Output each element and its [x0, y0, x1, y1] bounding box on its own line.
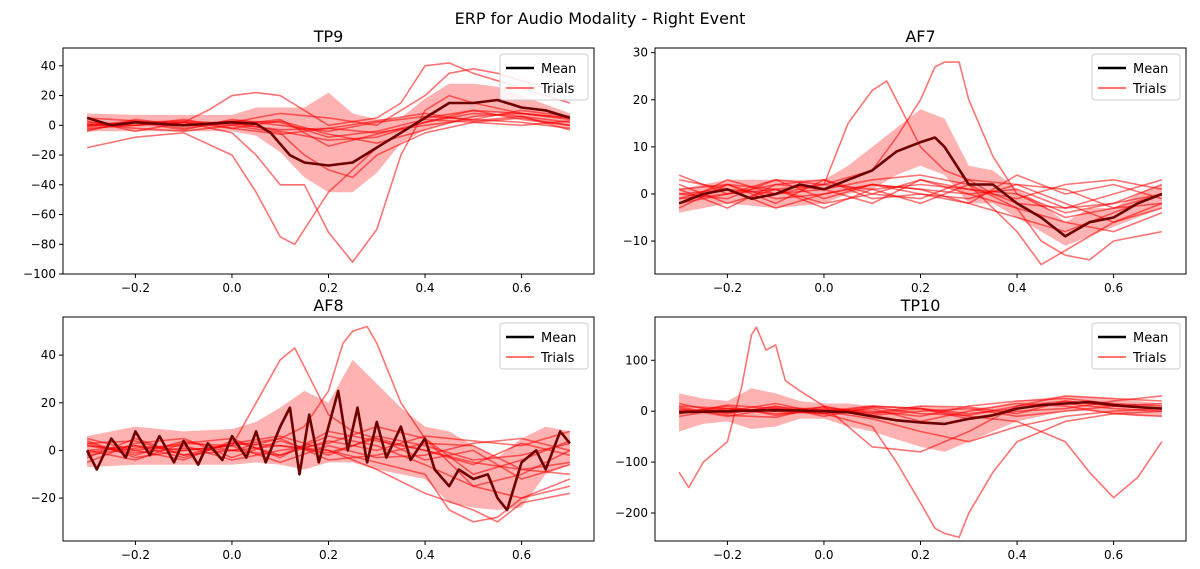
y-tick-label: −40	[31, 178, 56, 192]
x-tick-label: 0.4	[415, 548, 434, 562]
x-tick-label: 0.6	[512, 281, 531, 295]
trial-line-9	[86, 425, 571, 476]
panel-tp10: −0.2 0.0 0.2 0.4 0.6 −200 −100 0 100 TP10 Mean Tria…	[615, 296, 1187, 562]
y-tick-label: 10	[633, 140, 648, 154]
legend-trials-label: Trials	[540, 351, 575, 366]
y-tick-label: −20	[31, 148, 56, 162]
x-tick-label: 0.6	[512, 548, 531, 562]
figure-title: ERP for Audio Modality - Right Event	[455, 9, 746, 28]
subplot-title: TP10	[900, 296, 941, 315]
mean-line	[85, 389, 571, 512]
x-tick-label: 0.0	[222, 548, 241, 562]
y-tick-label: −100	[23, 267, 56, 281]
ci-band	[87, 83, 570, 193]
legend: Mean Trials	[1091, 53, 1181, 101]
ci-band	[87, 359, 570, 510]
y-tick-label: −60	[31, 208, 56, 222]
panel-af8: −0.2 0.0 0.2 0.4 0.6 −20 0 20 40 AF8 Mean Trials	[31, 296, 595, 562]
legend-trials-label: Trials	[1132, 351, 1167, 366]
x-tick-label: 0.2	[319, 548, 338, 562]
trial-line-7	[678, 179, 1163, 209]
plot-area	[678, 326, 1163, 539]
y-tick-label: −100	[615, 455, 648, 469]
y-tick-label: 20	[41, 89, 56, 103]
legend-trials-label: Trials	[1132, 82, 1167, 97]
trial-line-4	[679, 174, 1163, 266]
x-tick-label: 0.4	[1007, 281, 1026, 295]
subplot-title: TP9	[313, 27, 344, 46]
panel-tp9: −0.2 0.0 0.2 0.4 0.6 −100 −80 −60 −40 −20 0 20 40 TP9…	[23, 27, 595, 295]
y-tick-label: −200	[615, 506, 648, 520]
plot-area	[85, 325, 571, 523]
x-tick-label: 0.2	[911, 548, 930, 562]
y-tick-label: 30	[633, 46, 648, 60]
mean-line	[678, 136, 1163, 238]
legend: Mean Trials	[499, 322, 589, 370]
trial-line-11	[86, 437, 571, 480]
legend-trials-label: Trials	[540, 82, 575, 97]
y-tick-label: 0	[640, 187, 648, 201]
x-tick-label: 0.4	[1007, 548, 1026, 562]
y-tick-label: −80	[31, 237, 56, 251]
plot-area	[678, 61, 1163, 266]
x-tick-label: 0.2	[319, 281, 338, 295]
x-tick-label: 0.0	[814, 548, 833, 562]
legend-mean-label: Mean	[541, 331, 576, 346]
ci-band	[679, 388, 1162, 452]
trial-line-9	[679, 179, 1163, 233]
trial-line-10	[678, 174, 1163, 209]
legend: Mean Trials	[1091, 322, 1181, 370]
y-tick-label: −20	[31, 491, 56, 505]
x-tick-label: 0.2	[911, 281, 930, 295]
trial-line-9	[678, 405, 1162, 419]
x-tick-label: −0.2	[121, 548, 150, 562]
x-tick-label: −0.2	[121, 281, 150, 295]
y-tick-label: 0	[48, 118, 56, 132]
y-tick-label: 0	[48, 443, 56, 457]
trial-line-8	[86, 115, 570, 133]
x-tick-label: 0.0	[814, 281, 833, 295]
trial-line-5	[678, 397, 1162, 418]
trial-line-5	[86, 435, 571, 488]
x-tick-label: 0.6	[1104, 281, 1123, 295]
plot-area	[86, 62, 571, 263]
trial-line-12	[87, 112, 571, 131]
y-tick-label: −10	[623, 234, 648, 248]
trial-line-12	[678, 179, 1163, 209]
legend-mean-label: Mean	[1133, 62, 1168, 77]
y-tick-label: 20	[41, 396, 56, 410]
trial-line-11	[87, 109, 570, 147]
mean-line	[86, 98, 571, 167]
mean-line	[679, 400, 1162, 426]
trial-line-3	[679, 405, 1163, 499]
x-tick-label: −0.2	[713, 281, 742, 295]
legend-mean-label: Mean	[1133, 331, 1168, 346]
subplot-title: AF8	[313, 296, 343, 315]
panel-af7: −0.2 0.0 0.2 0.4 0.6 −10 0 10 20 30 AF7 Mean Trials	[623, 27, 1187, 295]
trial-line-10	[678, 402, 1162, 415]
x-tick-label: 0.0	[222, 281, 241, 295]
subplot-title: AF7	[905, 27, 935, 46]
y-tick-label: 20	[633, 93, 648, 107]
x-tick-label: 0.4	[415, 281, 434, 295]
y-tick-label: 40	[41, 348, 56, 362]
ci-band	[679, 109, 1162, 246]
x-tick-label: 0.6	[1104, 548, 1123, 562]
trial-line-11	[678, 179, 1163, 214]
legend: Mean Trials	[499, 53, 589, 101]
y-tick-label: 0	[640, 404, 648, 418]
y-tick-label: 100	[625, 353, 648, 367]
legend-mean-label: Mean	[541, 62, 576, 77]
x-tick-label: −0.2	[713, 548, 742, 562]
y-tick-label: 40	[41, 59, 56, 73]
